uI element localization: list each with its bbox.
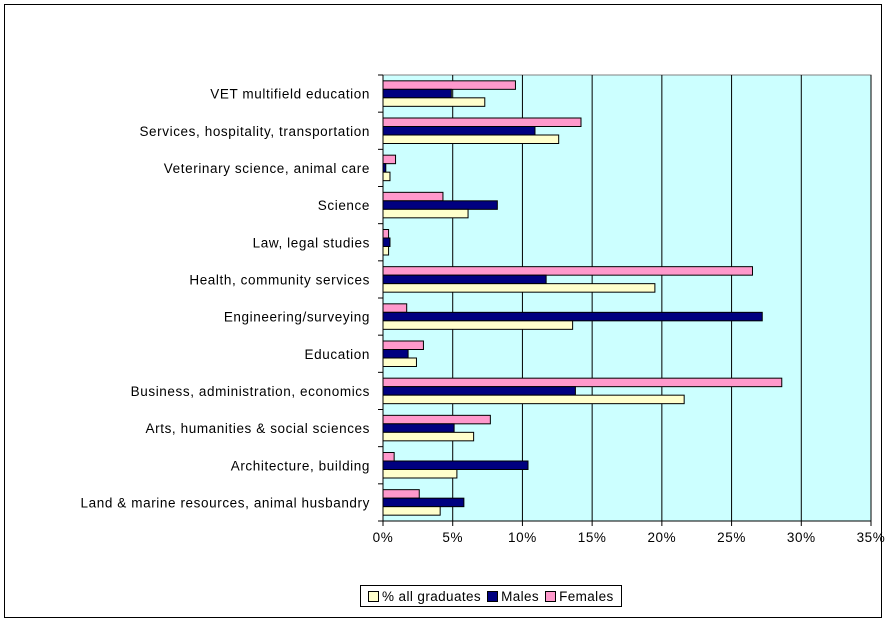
legend-item-females: Females <box>545 589 614 604</box>
bar-females <box>382 154 397 165</box>
x-tick-label: 25% <box>717 530 746 545</box>
bar-all-graduates <box>382 208 469 219</box>
legend-label: Males <box>501 588 540 604</box>
category-label: Science <box>318 198 370 213</box>
category-label: Veterinary science, animal care <box>164 161 370 176</box>
category-label: Law, legal studies <box>253 235 370 250</box>
bar-females <box>382 340 424 350</box>
bar-all-graduates <box>382 357 417 367</box>
legend-item-males: Males <box>487 589 539 604</box>
bar-all-graduates <box>382 320 574 330</box>
bar-females <box>382 414 491 425</box>
category-label: VET multifield education <box>210 87 370 102</box>
bar-females <box>382 80 516 90</box>
bar-all-graduates <box>382 283 656 293</box>
category-label: Engineering/surveying <box>224 310 370 325</box>
bar-all-graduates <box>382 431 475 442</box>
bar-males <box>382 497 465 508</box>
bar-males <box>382 311 763 322</box>
bar-all-graduates <box>382 469 458 479</box>
legend: % all graduates Males Females <box>360 585 622 607</box>
bar-males <box>382 126 536 136</box>
bar-all-graduates <box>382 134 560 144</box>
category-label: Education <box>305 347 370 362</box>
category-label: Arts, humanities & social sciences <box>146 421 370 436</box>
legend-item-all-graduates: % all graduates <box>368 589 481 604</box>
x-tick-label: 35% <box>857 530 886 545</box>
category-label: Business, administration, economics <box>131 384 370 399</box>
x-tick-label: 0% <box>373 530 394 545</box>
bar-all-graduates <box>382 506 441 516</box>
bar-males <box>382 237 391 247</box>
category-label: Architecture, building <box>231 458 370 473</box>
category-label: Land & marine resources, animal husbandr… <box>81 495 371 510</box>
x-tick-label: 20% <box>647 530 676 545</box>
plot-area <box>382 74 872 522</box>
bar-all-graduates <box>382 394 685 405</box>
bar-all-graduates <box>382 171 391 182</box>
bar-females <box>382 489 420 499</box>
gridlines <box>452 75 872 521</box>
bar-males <box>382 88 452 99</box>
bar-females <box>382 191 444 202</box>
legend-swatch <box>368 590 379 602</box>
bar-females <box>382 303 408 313</box>
bar-females <box>382 452 395 462</box>
x-tick-label: 5% <box>442 530 463 545</box>
legend-label: Females <box>559 588 614 604</box>
bar-females <box>382 266 753 276</box>
x-tick-labels: 0% 5% 10% 15% 20% 25% 30% 35% <box>373 530 886 545</box>
x-tick-label: 10% <box>508 530 537 545</box>
bar-females <box>382 229 390 239</box>
x-tick-label: 15% <box>578 530 607 545</box>
bar-males <box>382 274 547 285</box>
bar-males <box>382 386 576 396</box>
legend-swatch <box>545 590 557 602</box>
category-labels: VET multifield education Services, hospit… <box>81 87 371 511</box>
bar-females <box>382 377 783 388</box>
bar-males <box>382 423 455 433</box>
legend-label: % all graduates <box>382 588 482 604</box>
bar-males <box>382 460 529 470</box>
category-label: Health, community services <box>189 272 370 287</box>
x-tick-label: 30% <box>787 530 816 545</box>
bar-all-graduates <box>382 246 390 256</box>
legend-swatch <box>487 590 499 602</box>
bar-females <box>382 117 582 127</box>
axes <box>378 74 872 526</box>
bar-all-graduates <box>382 97 486 107</box>
bar-males <box>382 349 409 359</box>
category-label: Services, hospitality, transportation <box>139 124 370 139</box>
bar-males <box>382 200 498 210</box>
